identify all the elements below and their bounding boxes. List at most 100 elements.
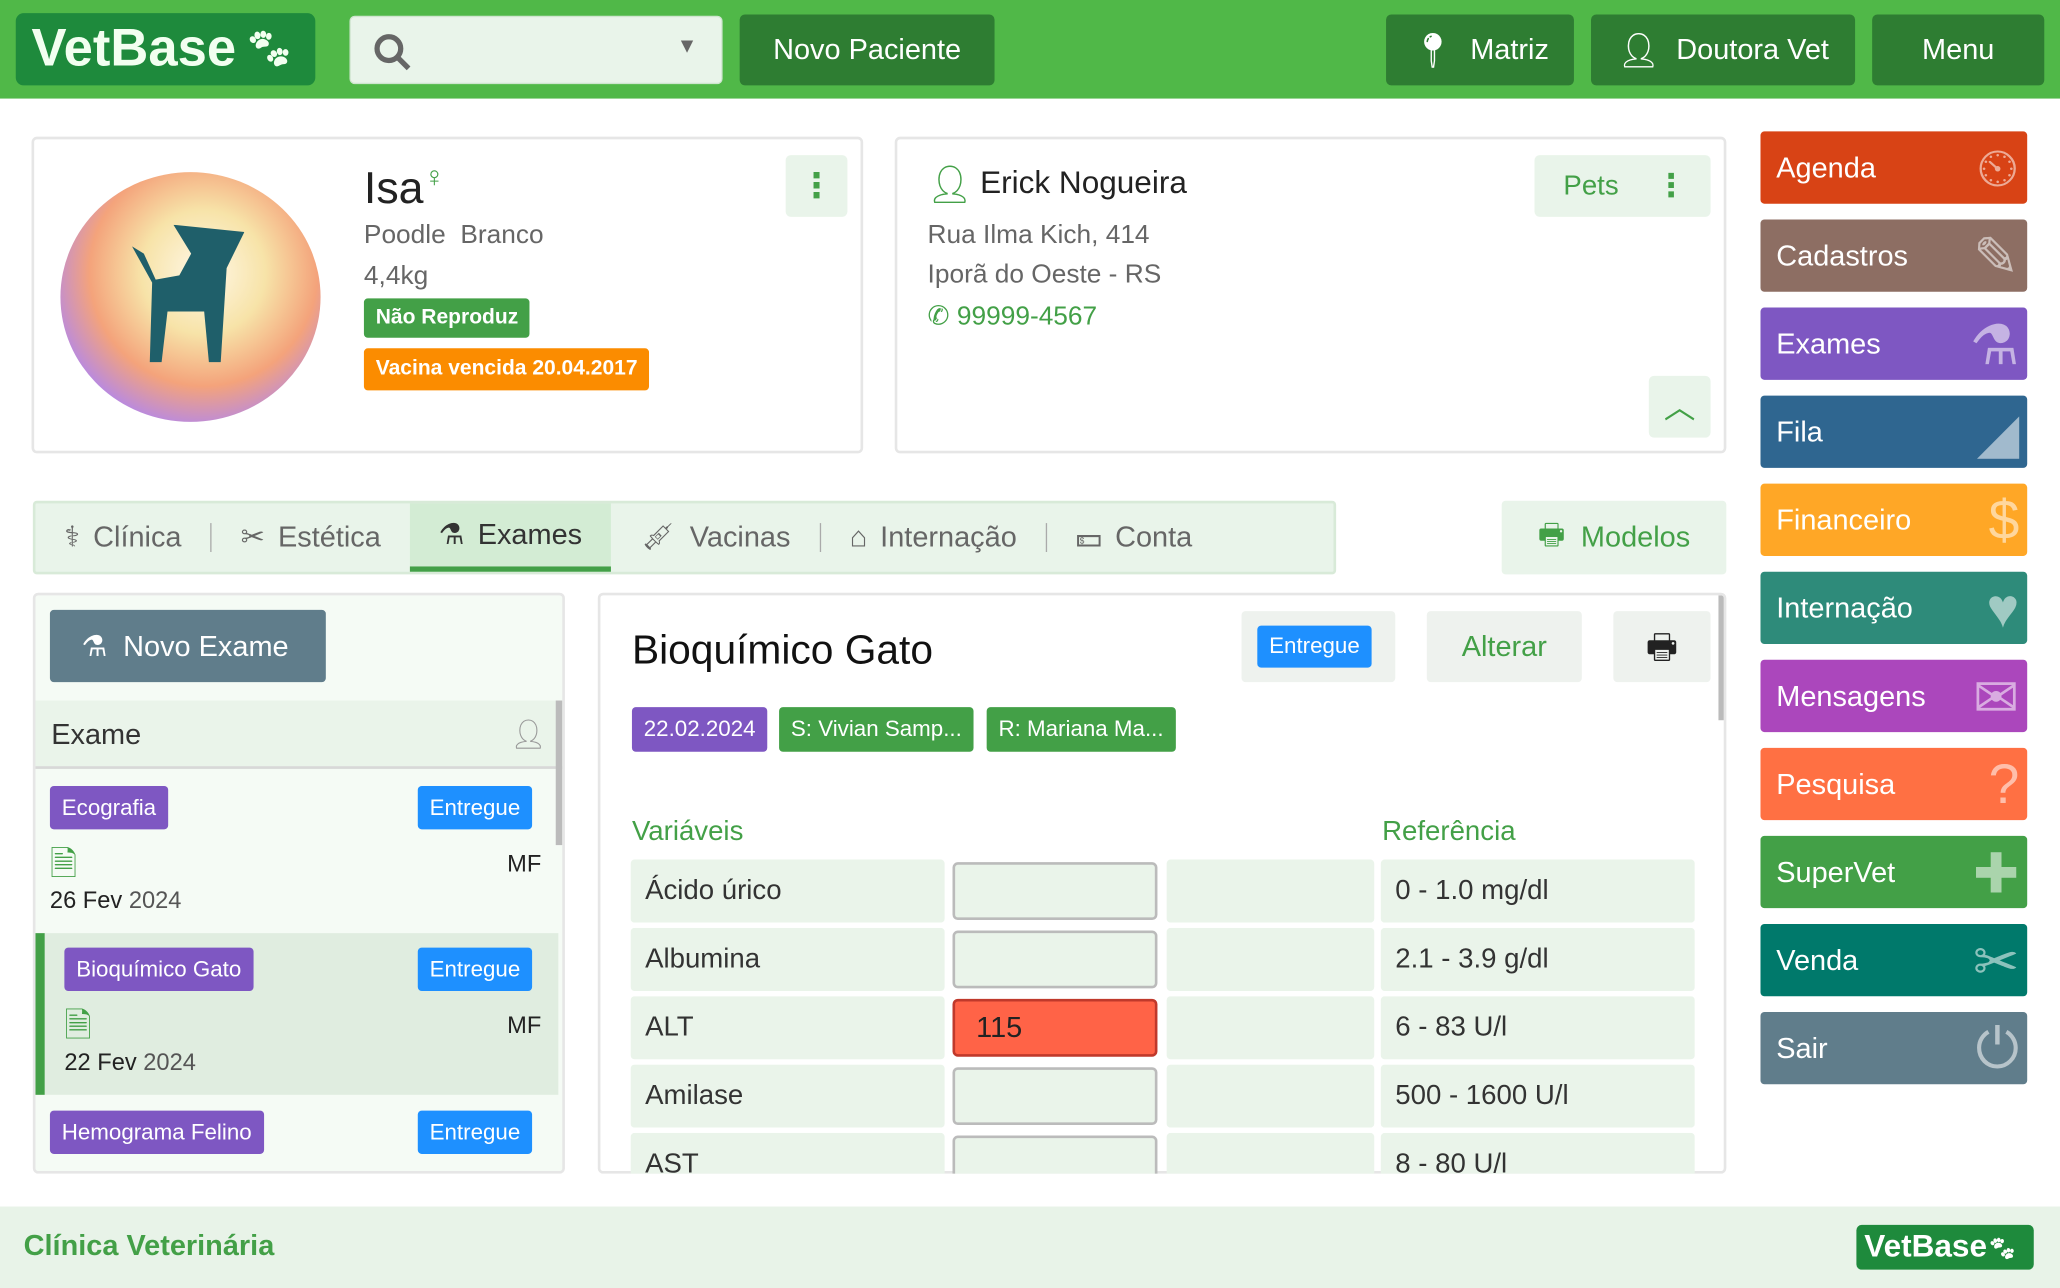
tab-internacao[interactable]: ⌂ Internação — [849, 520, 1017, 554]
owner-city: Iporã do Oeste - RS — [927, 260, 1162, 290]
vaccine-expired-tag: Vacina vencida 20.04.2017 — [363, 348, 650, 391]
sidebar-item-fila[interactable]: Fila ◢ — [1760, 395, 2028, 468]
sidebar-item-icon: ? — [1988, 753, 2020, 815]
variable-value-input[interactable]: 115 — [952, 998, 1158, 1057]
pets-button[interactable]: Pets ⋮ — [1534, 155, 1711, 217]
collapse-chevron-up-icon[interactable]: ︿ — [1648, 375, 1711, 438]
sidebar-item-venda[interactable]: Venda ✂ — [1760, 923, 2028, 997]
map-pin-icon: 📍︎ — [1411, 29, 1455, 70]
tab-clinica[interactable]: ⚕ Clínica — [64, 520, 182, 554]
models-button[interactable]: 🖶 Modelos — [1501, 500, 1727, 575]
more-icon: ⋮ — [1655, 168, 1687, 204]
reference-header: Referência — [1382, 816, 1516, 847]
requester-tag: S: Vivian Samp... — [779, 707, 974, 752]
detail-scrollbar[interactable] — [1718, 595, 1724, 721]
reproduction-tag: Não Reproduz — [363, 298, 531, 338]
sidebar-item-icon: ✂ — [1973, 930, 2020, 993]
sidebar-item-label: Sair — [1776, 1031, 1828, 1064]
document-icon[interactable]: 🗎 — [64, 1005, 92, 1045]
document-icon[interactable]: 🗎 — [49, 843, 78, 884]
sidebar-item-label: Exames — [1776, 326, 1881, 360]
tab-conta[interactable]: 💵︎ Conta — [1075, 520, 1193, 554]
sidebar-item-mensagens[interactable]: Mensagens ✉ — [1760, 659, 2028, 733]
paw-icon: 🐾︎ — [243, 27, 294, 71]
status-box: Entregue — [1241, 611, 1396, 683]
variable-extra-cell — [1166, 859, 1375, 923]
sidebar-item-icon: ⏻ — [1975, 1017, 2020, 1080]
female-icon: ♀ — [423, 160, 446, 194]
sidebar-item-cadastros[interactable]: Cadastros ✎ — [1760, 219, 2028, 292]
footer-logo: VetBase🐾︎ — [1856, 1224, 2034, 1270]
status-badge: Entregue — [417, 947, 533, 991]
patient-search-input[interactable]: ▼ — [349, 15, 723, 85]
variable-name: Albumina — [630, 927, 945, 991]
doctor-icon: 👤︎ — [1617, 29, 1661, 70]
variable-name: Amilase — [630, 1064, 945, 1128]
sidebar-item-icon: ◢ — [1976, 402, 2020, 464]
vetbase-logo[interactable]: VetBase 🐾︎ — [15, 13, 316, 86]
tab-estetica[interactable]: ✂ Estética — [240, 520, 381, 554]
dog-silhouette — [132, 224, 245, 363]
sidebar-item-agenda[interactable]: Agenda ⏲ — [1760, 131, 2028, 204]
list-scrollbar[interactable] — [555, 700, 563, 846]
top-bar: VetBase 🐾︎ ▼ Novo Paciente 📍︎ Matriz 👤︎ Dou… — [0, 0, 2060, 99]
clinic-name: Clínica Veterinária — [23, 1228, 275, 1262]
owner-name: Erick Nogueira — [980, 165, 1187, 202]
initials: MF — [507, 850, 542, 877]
variable-reference: 2.1 - 3.9 g/dl — [1380, 927, 1695, 991]
exam-variable-row: ALT 115 6 - 83 U/l — [630, 996, 1695, 1060]
variable-value-input[interactable] — [952, 930, 1158, 989]
variable-reference: 6 - 83 U/l — [1380, 996, 1695, 1060]
variable-extra-cell — [1166, 927, 1375, 991]
exam-variable-row: Amilase 500 - 1600 U/l — [630, 1064, 1695, 1128]
sidebar-item-label: Pesquisa — [1776, 766, 1896, 800]
variable-value-input[interactable] — [952, 1135, 1158, 1174]
sidebar-item-internacao[interactable]: Internação ♥ — [1760, 571, 2028, 645]
variable-extra-cell — [1166, 1132, 1375, 1174]
sidebar-item-supervet[interactable]: SuperVet ✚ — [1760, 835, 2028, 909]
variable-value-input[interactable] — [952, 1067, 1158, 1126]
sidebar-item-pesquisa[interactable]: Pesquisa? — [1760, 747, 2028, 821]
exam-date-tag: 22.02.2024 — [631, 707, 768, 752]
tab-vacinas[interactable]: 💉︎ Vacinas — [639, 520, 791, 554]
status-badge: Entregue — [417, 785, 533, 830]
patient-more-icon[interactable]: ⋮ — [785, 155, 848, 217]
exam-variable-row: Albumina 2.1 - 3.9 g/dl — [630, 927, 1695, 991]
variable-extra-cell — [1166, 996, 1375, 1060]
user-filter-icon[interactable]: 👤︎ — [509, 717, 547, 751]
sidebar-item-financeiro[interactable]: Financeiro $ — [1760, 483, 2028, 556]
sidebar-item-icon: $ — [1988, 488, 2020, 551]
sidebar-item-icon: ♥ — [1986, 576, 2020, 639]
exam-column-header: Exame 👤︎ — [35, 700, 563, 769]
exam-variable-row: AST 8 - 80 U/l — [630, 1132, 1695, 1174]
location-button[interactable]: 📍︎ Matriz — [1386, 14, 1574, 86]
owner-address: Rua Ilma Kich, 414 — [927, 220, 1150, 250]
sidebar-item-icon: ✚ — [1973, 842, 2020, 905]
new-exam-button[interactable]: ⚗ Novo Exame — [49, 609, 326, 683]
flask-icon: ⚗ — [438, 517, 465, 551]
sidebar-item-sair[interactable]: Sair ⏻ — [1760, 1012, 2028, 1085]
money-icon: 💵︎ — [1075, 520, 1102, 554]
variable-name: ALT — [630, 996, 945, 1060]
sidebar-item-label: Mensagens — [1776, 678, 1926, 712]
new-patient-button[interactable]: Novo Paciente — [739, 14, 995, 86]
exam-list-item[interactable]: Ecografia Entregue 🗎 MF 26 Fev 2024 — [35, 771, 558, 933]
exam-list-item[interactable]: Hemograma Felino Entregue — [35, 1095, 558, 1171]
variable-extra-cell — [1166, 1064, 1375, 1128]
sidebar-item-label: Venda — [1776, 943, 1859, 976]
owner-phone[interactable]: ✆ 99999-4567 — [927, 302, 1098, 332]
exam-date: 26 Fev 2024 — [49, 887, 182, 914]
menu-button[interactable]: Menu — [1872, 14, 2045, 86]
dropdown-caret-icon[interactable]: ▼ — [676, 35, 698, 58]
print-icon[interactable]: 🖶 — [1613, 611, 1711, 683]
sidebar-item-icon: ✎ — [1973, 226, 2020, 288]
variable-name: AST — [630, 1132, 945, 1174]
exam-list-item-selected[interactable]: Bioquímico Gato Entregue 🗎 MF 22 Fev 202… — [35, 933, 559, 1095]
edit-exam-button[interactable]: Alterar — [1426, 611, 1582, 683]
tab-exames[interactable]: ⚗ Exames — [409, 503, 612, 572]
sidebar-item-exames[interactable]: Exames ⚗ — [1760, 307, 2028, 380]
user-button[interactable]: 👤︎ Doutora Vet — [1591, 14, 1856, 86]
variable-value-input[interactable] — [952, 862, 1158, 921]
exam-type-tag: Ecografia — [49, 785, 168, 830]
sidebar-item-icon: ⏲ — [1976, 136, 2020, 199]
